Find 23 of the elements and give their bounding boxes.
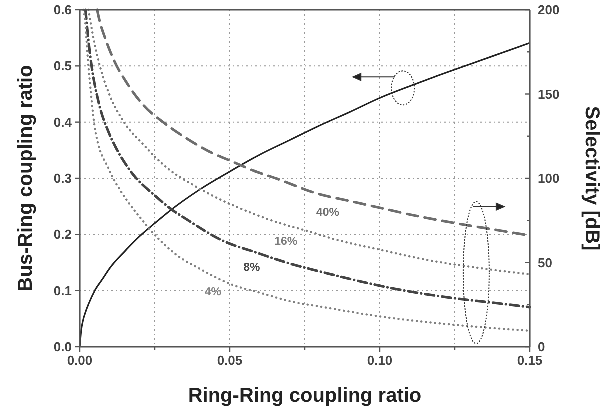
y-tick-label: 0.0: [54, 340, 72, 354]
y2-axis-title: Selectivity [dB]: [581, 106, 603, 251]
y2-tick-label: 50: [538, 255, 552, 270]
x-tick-label: 0.05: [217, 353, 243, 368]
x-tick-label: 0.00: [67, 353, 93, 368]
x-tick-label: 0.15: [517, 353, 543, 368]
series-label: 8%: [244, 262, 260, 274]
series-label: 40%: [316, 207, 340, 220]
x-tick-label: 0.10: [367, 353, 393, 368]
x-axis-title: Ring-Ring coupling ratio: [188, 385, 422, 407]
series-label: 16%: [274, 236, 298, 248]
y2-tick-label: 100: [538, 171, 560, 186]
y-axis-title: Bus-Ring coupling ratio: [15, 65, 37, 292]
y2-tick-label: 150: [538, 86, 560, 102]
y2-tick-label: 200: [538, 2, 560, 18]
series-label: 4%: [204, 286, 222, 299]
y-tick-label: 0.6: [54, 2, 72, 18]
y-tick-label: 0.5: [54, 58, 72, 74]
y-tick-label: 0.2: [54, 227, 72, 242]
y-tick-label: 0.4: [54, 114, 73, 130]
y2-tick-label: 0: [538, 340, 546, 354]
y-tick-label: 0.1: [54, 283, 72, 298]
y-tick-label: 0.3: [54, 171, 72, 186]
